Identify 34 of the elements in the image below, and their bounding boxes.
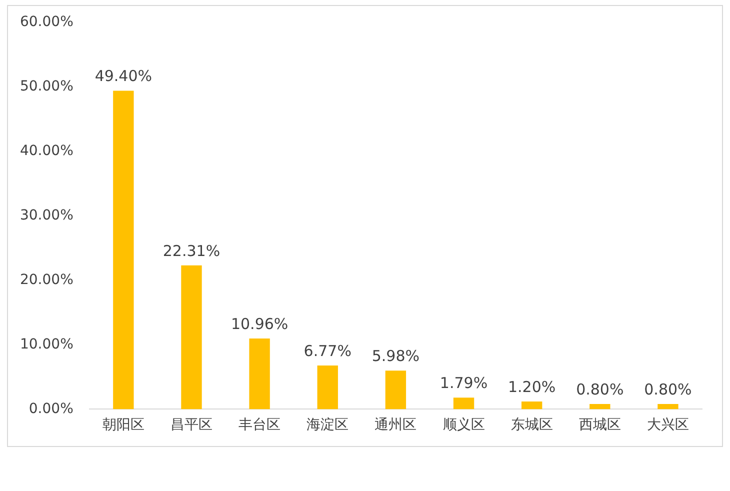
data-label: 6.77% bbox=[304, 342, 352, 360]
bar bbox=[590, 404, 610, 410]
bar bbox=[658, 404, 678, 410]
y-tick-label: 10.00% bbox=[20, 336, 74, 352]
bar bbox=[385, 370, 406, 410]
data-label: 10.96% bbox=[230, 314, 288, 333]
x-tick-label: 昌平区 bbox=[170, 417, 212, 434]
bar bbox=[249, 338, 270, 410]
x-tick-label: 大兴区 bbox=[646, 417, 689, 434]
x-tick-label: 顺义区 bbox=[442, 417, 485, 434]
y-tick-label: 50.00% bbox=[20, 78, 74, 95]
data-label: 1.20% bbox=[508, 378, 556, 396]
data-label: 49.40% bbox=[94, 67, 152, 86]
y-tick-label: 60.00% bbox=[20, 14, 74, 30]
data-label: 0.80% bbox=[644, 380, 692, 398]
x-tick-label: 通州区 bbox=[374, 417, 417, 434]
y-tick-label: 30.00% bbox=[20, 207, 74, 224]
bar bbox=[521, 401, 542, 410]
bar bbox=[317, 366, 338, 410]
x-tick-label: 海淀区 bbox=[306, 417, 349, 434]
data-label: 1.79% bbox=[440, 374, 488, 392]
x-tick-label: 丰台区 bbox=[238, 417, 281, 434]
y-tick-label: 20.00% bbox=[20, 272, 74, 288]
bar bbox=[453, 398, 474, 410]
x-tick-label: 东城区 bbox=[510, 417, 553, 434]
data-label: 0.80% bbox=[576, 380, 624, 398]
data-label: 5.98% bbox=[372, 347, 420, 366]
bar bbox=[113, 90, 134, 410]
y-tick-label: 0.00% bbox=[28, 400, 74, 417]
x-tick-label: 西城区 bbox=[578, 417, 621, 434]
x-tick-label: 朝阳区 bbox=[102, 417, 144, 434]
data-label: 22.31% bbox=[162, 242, 220, 260]
bar bbox=[181, 265, 202, 410]
y-tick-label: 40.00% bbox=[20, 142, 74, 159]
